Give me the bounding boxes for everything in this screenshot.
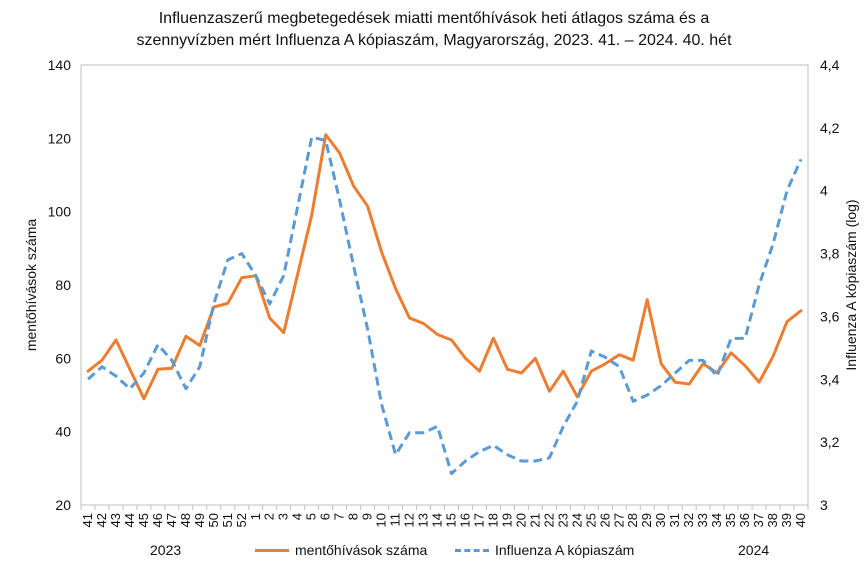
x-tick-label: 46 <box>150 513 165 527</box>
x-tick-label: 40 <box>793 513 808 527</box>
x-tick-label: 30 <box>653 513 668 527</box>
legend-item-ambulance-calls: mentőhívások száma <box>255 542 427 558</box>
x-tick-label: 12 <box>402 513 417 527</box>
x-tick-label: 51 <box>220 513 235 527</box>
y-tick-label: 80 <box>55 277 71 293</box>
x-tick-label: 7 <box>332 513 347 520</box>
x-tick-label: 43 <box>108 513 123 527</box>
x-tick-label: 14 <box>430 513 445 527</box>
x-tick-label: 17 <box>471 513 486 527</box>
x-tick-label: 35 <box>723 513 738 527</box>
series-line-ambulance-calls <box>86 133 803 401</box>
y2-tick-label: 4,4 <box>820 57 840 73</box>
x-tick-label: 1 <box>248 513 263 520</box>
x-tick-label: 4 <box>290 513 305 520</box>
x-tick-label: 8 <box>346 513 361 520</box>
x-tick-label: 26 <box>597 513 612 527</box>
y2-tick-label: 3,4 <box>820 371 840 387</box>
y-axis-label: mentőhívások száma <box>23 219 39 351</box>
x-tick-label: 33 <box>695 513 710 527</box>
legend-label-ambulance-calls: mentőhívások száma <box>295 542 428 558</box>
x-tick-label: 5 <box>304 513 319 520</box>
x-tick-label: 48 <box>178 513 193 527</box>
x-tick-label: 24 <box>569 513 584 527</box>
x-tick-label: 41 <box>80 513 95 527</box>
x-tick-label: 29 <box>639 513 654 527</box>
y-tick-label: 40 <box>55 424 71 440</box>
x-tick-label: 49 <box>192 513 207 527</box>
series-line-influenza-a <box>86 135 803 476</box>
x-tick-label: 44 <box>122 513 137 527</box>
y2-tick-label: 3,2 <box>820 434 840 450</box>
year-label-left: 2023 <box>150 542 182 558</box>
y2-axis-label: Influenza A kópiaszám (log) <box>843 199 859 370</box>
y2-tick-label: 3 <box>820 497 828 513</box>
x-tick-label: 23 <box>555 513 570 527</box>
x-tick-label: 38 <box>765 513 780 527</box>
chart-title-line-1: Influenzaszerű megbetegedések miatti men… <box>158 10 710 27</box>
year-label-right: 2024 <box>738 542 770 558</box>
legend-swatch-orange <box>255 548 289 552</box>
x-tick-label: 13 <box>416 513 431 527</box>
x-tick-label: 27 <box>611 513 626 527</box>
x-tick-label: 18 <box>485 513 500 527</box>
y-tick-label: 100 <box>48 204 72 220</box>
y-tick-label: 20 <box>55 497 71 513</box>
x-tick-label: 16 <box>457 513 472 527</box>
legend-item-influenza-a: Influenza A kópiaszám <box>455 542 634 558</box>
x-tick-label: 10 <box>374 513 389 527</box>
x-tick-label: 6 <box>318 513 333 520</box>
y-tick-label: 120 <box>48 130 72 146</box>
y2-tick-label: 3,8 <box>820 246 840 262</box>
x-tick-label: 52 <box>234 513 249 527</box>
x-tick-label: 15 <box>443 513 458 527</box>
chart-title-line-2: szennyvízben mért Influenza A kópiaszám,… <box>136 32 732 49</box>
x-tick-label: 42 <box>94 513 109 527</box>
x-tick-label: 25 <box>583 513 598 527</box>
x-tick-label: 21 <box>527 513 542 527</box>
y2-tick-label: 4 <box>820 183 828 199</box>
x-tick-label: 9 <box>360 513 375 520</box>
x-tick-label: 11 <box>388 513 403 527</box>
x-tick-label: 22 <box>541 513 556 527</box>
legend-swatch-blue <box>455 548 489 552</box>
x-tick-label: 2 <box>262 513 277 520</box>
y-tick-label: 140 <box>48 57 72 73</box>
x-tick-label: 36 <box>737 513 752 527</box>
x-tick-label: 45 <box>136 513 151 527</box>
x-tick-label: 20 <box>513 513 528 527</box>
x-tick-label: 37 <box>751 513 766 527</box>
y-tick-label: 60 <box>55 350 71 366</box>
x-tick-label: 31 <box>667 513 682 527</box>
x-tick-label: 28 <box>625 513 640 527</box>
chart-title: Influenzaszerű megbetegedések miatti men… <box>0 8 868 52</box>
x-tick-label: 50 <box>206 513 221 527</box>
x-tick-label: 34 <box>709 513 724 527</box>
plot-area-border <box>80 64 809 506</box>
x-tick-label: 39 <box>779 513 794 527</box>
x-tick-label: 47 <box>164 513 179 527</box>
y2-tick-label: 4,2 <box>820 120 840 136</box>
legend-label-influenza-a: Influenza A kópiaszám <box>495 542 635 558</box>
y2-tick-label: 3,6 <box>820 308 840 324</box>
x-tick-label: 3 <box>276 513 291 520</box>
x-tick-label: 19 <box>499 513 514 527</box>
x-tick-label: 32 <box>681 513 696 527</box>
